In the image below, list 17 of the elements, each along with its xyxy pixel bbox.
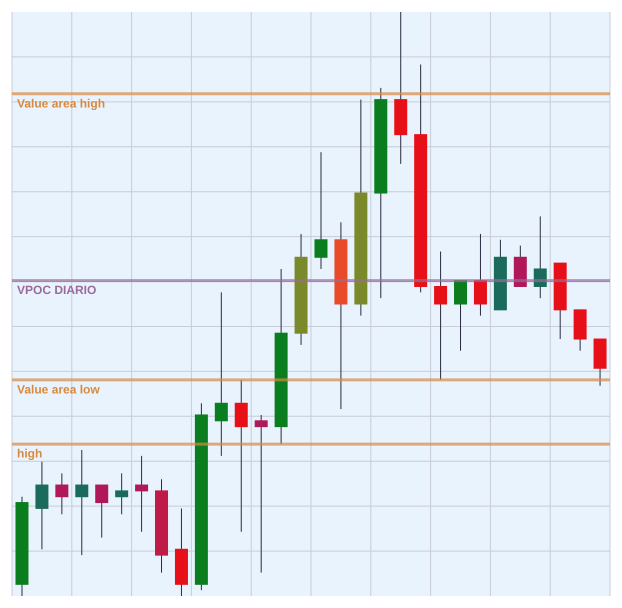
candlestick (214, 292, 228, 456)
ref-line-label: high (17, 446, 42, 461)
candlestick (474, 233, 487, 316)
ref-line-label: Value area high (17, 96, 106, 110)
ref-line-label: VPOC DIARIO (17, 283, 96, 298)
candlestick (135, 455, 148, 532)
candlestick (254, 414, 268, 574)
candlestick (55, 472, 68, 515)
candlestick (314, 152, 328, 270)
candlestick (434, 250, 448, 380)
ref-line-label: Value area low (17, 382, 100, 396)
candlestick (234, 379, 248, 532)
candlestick (115, 472, 128, 515)
candlestick (454, 280, 468, 352)
candlestick (35, 461, 48, 550)
candlestick (95, 484, 108, 538)
candlestick (75, 450, 88, 556)
